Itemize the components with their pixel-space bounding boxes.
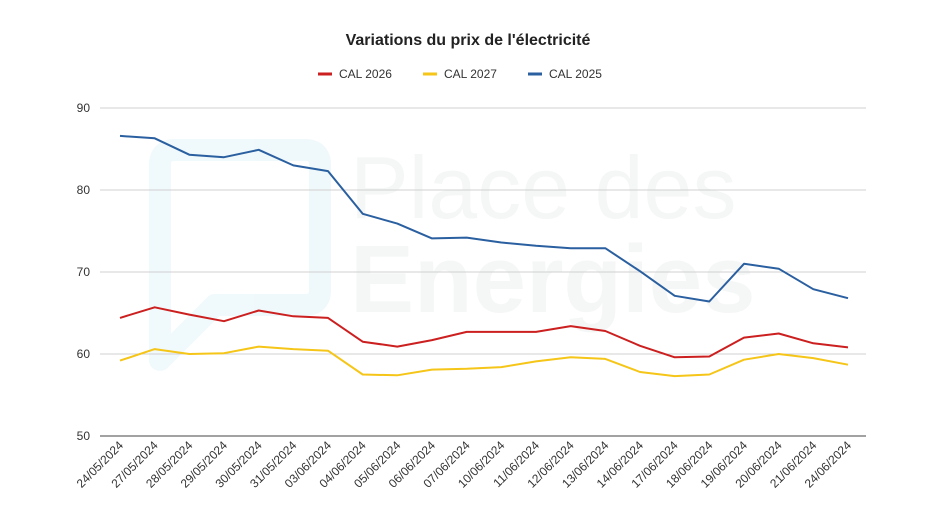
watermark-logo-icon [149,139,331,371]
series-line-cal-2027 [119,345,849,378]
legend: CAL 2026 CAL 2027 CAL 2025 [318,67,602,81]
y-tick-label: 50 [77,429,91,443]
y-tick-label: 70 [77,265,91,279]
y-tick-label: 90 [77,101,91,115]
watermark-line-1: Place des [350,138,736,237]
series-line-cal-2025 [119,134,849,303]
legend-label: CAL 2025 [549,67,602,81]
y-tick-label: 60 [77,347,91,361]
series-lines [119,134,849,378]
y-tick-label: 80 [77,183,91,197]
gridlines [100,107,866,437]
watermark: Place des Energies [149,138,756,371]
watermark-line-2: Energies [350,226,756,333]
chart-title: Variations du prix de l'électricité [346,32,591,49]
legend-label: CAL 2027 [444,67,497,81]
legend-label: CAL 2026 [339,67,392,81]
legend-item: CAL 2027 [423,67,497,81]
legend-item: CAL 2025 [528,67,602,81]
legend-item: CAL 2026 [318,67,392,81]
y-axis: 50 60 70 80 90 [77,101,91,443]
x-axis: 24/05/202427/05/202428/05/202429/05/2024… [74,438,855,491]
series-line-cal-2026 [119,306,849,359]
